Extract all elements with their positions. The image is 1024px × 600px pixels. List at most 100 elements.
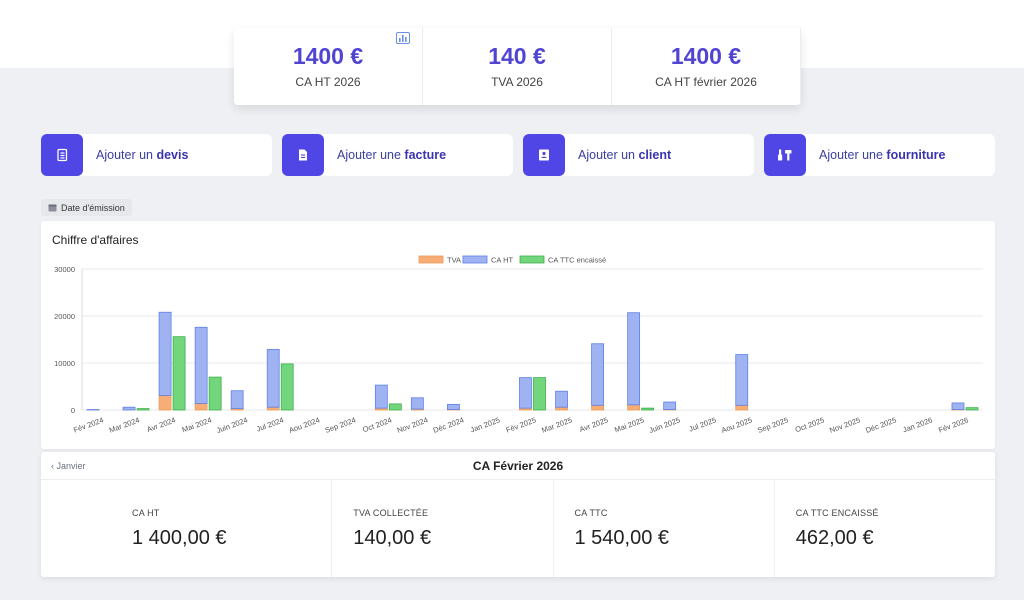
x-tick-label: Jan 2026 xyxy=(902,415,934,434)
kpi-tva-year: 140 € TVA 2026 xyxy=(423,28,612,105)
stat-value: 140,00 € xyxy=(353,527,432,549)
kpi-label: TVA 2026 xyxy=(491,75,543,90)
legend-label: CA HT xyxy=(491,256,514,265)
bar-ca-ttc-encaisse xyxy=(533,377,546,411)
month-summary-card: ‹ Janvier CA Février 2026 CA HT 1 400,00… xyxy=(41,452,995,577)
x-tick-label: Oct 2024 xyxy=(361,415,393,434)
add-quote-button[interactable]: Ajouter un devis xyxy=(41,134,272,176)
bar-tva xyxy=(158,395,172,411)
x-tick-label: Fév 2024 xyxy=(72,415,104,434)
bar-tva xyxy=(627,404,641,411)
stat-label: CA HT xyxy=(132,508,160,518)
x-tick-label: Mai 2025 xyxy=(613,415,645,434)
bar-ca-ht xyxy=(591,343,604,406)
stat-label: TVA COLLECTÉE xyxy=(353,508,429,518)
bar-ca-ttc-encaisse xyxy=(208,376,222,411)
bar-ca-ht xyxy=(410,397,424,410)
stat-ca-ttc-encaisse: CA TTC ENCAISSÉ 462,00 € xyxy=(775,480,995,577)
bar-ca-ttc-encaisse xyxy=(641,407,655,411)
bar-ca-ttc-encaisse xyxy=(280,363,294,411)
kpi-value: 140 € xyxy=(488,42,546,69)
contact-card-icon xyxy=(523,134,565,176)
add-supply-label: Ajouter une fourniture xyxy=(819,148,946,162)
bar-ca-ht xyxy=(158,311,172,396)
stat-ca-ht: CA HT 1 400,00 € xyxy=(41,480,333,577)
bar-ca-ht xyxy=(122,406,136,411)
bar-ca-ht xyxy=(447,403,460,410)
legend-label: TVA xyxy=(447,256,461,265)
previous-month-link[interactable]: ‹ Janvier xyxy=(51,461,86,471)
x-tick-label: Nov 2024 xyxy=(396,415,429,434)
x-tick-label: Déc 2024 xyxy=(432,415,465,434)
bar-ca-ht xyxy=(627,312,641,406)
x-tick-label: Avr 2024 xyxy=(146,415,177,434)
stat-ca-ttc: CA TTC 1 540,00 € xyxy=(554,480,775,577)
chart-title: Chiffre d'affaires xyxy=(52,233,139,247)
x-tick-label: Sep 2024 xyxy=(324,415,357,434)
kpi-summary: 1400 € CA HT 2026 140 € TVA 2026 1400 € … xyxy=(234,28,801,105)
kpi-value: 1400 € xyxy=(670,42,742,69)
bar-ca-ht xyxy=(230,390,244,409)
kpi-ca-ht-year: 1400 € CA HT 2026 xyxy=(234,28,423,105)
tools-icon xyxy=(764,134,806,176)
invoice-icon xyxy=(282,134,324,176)
bar-ca-ht xyxy=(663,401,677,410)
add-client-label: Ajouter un client xyxy=(578,148,672,162)
bar-ca-ht xyxy=(266,348,280,408)
revenue-chart: 0 10000 20000 30000 Fév 2024 Mar 2024 Avr 2024… xyxy=(54,255,983,435)
stat-tva-collectee: TVA COLLECTÉE 140,00 € xyxy=(332,480,554,577)
x-tick-label: Juin 2024 xyxy=(215,415,249,435)
add-invoice-button[interactable]: Ajouter une facture xyxy=(282,134,513,176)
bar-tva xyxy=(194,403,208,411)
kpi-label: CA HT 2026 xyxy=(295,75,361,90)
month-stats: CA HT 1 400,00 € TVA COLLECTÉE 140,00 € … xyxy=(41,480,995,577)
add-supply-button[interactable]: Ajouter une fourniture xyxy=(764,134,995,176)
bar-tva xyxy=(591,404,604,411)
bar-ca-ht xyxy=(374,384,388,409)
bar-tva xyxy=(735,404,749,411)
month-header: ‹ Janvier CA Février 2026 xyxy=(41,452,995,480)
x-tick-label: Mar 2024 xyxy=(108,415,141,434)
y-tick-label: 30000 xyxy=(54,265,75,274)
legend-label: CA TTC encaissé xyxy=(548,256,606,265)
x-tick-label: Jan 2025 xyxy=(469,415,501,434)
date-filter-label: Date d'émission xyxy=(61,202,125,213)
x-tick-label: Jul 2024 xyxy=(255,415,285,433)
legend-swatch xyxy=(519,255,545,264)
kpi-label: CA HT février 2026 xyxy=(655,75,757,90)
add-invoice-label: Ajouter une facture xyxy=(337,148,447,162)
bar-chart-icon[interactable] xyxy=(396,32,410,44)
bar-tva xyxy=(555,406,568,411)
y-tick-label: 20000 xyxy=(54,312,75,321)
y-tick-label: 0 xyxy=(71,406,75,415)
bar-ca-ttc-encaisse xyxy=(388,403,402,411)
quick-actions: Ajouter un devis Ajouter une facture Ajo… xyxy=(41,134,995,176)
bar-ca-ht xyxy=(951,402,965,410)
revenue-chart-card: Chiffre d'affaires 0 10000 20000 30000 Fév 2… xyxy=(41,221,995,449)
legend-swatch xyxy=(462,255,488,264)
x-tick-label: Mar 2025 xyxy=(540,415,573,434)
x-tick-label: Aou 2024 xyxy=(288,415,321,434)
kpi-ca-ht-month: 1400 € CA HT février 2026 xyxy=(612,28,801,105)
month-title: CA Février 2026 xyxy=(472,459,564,473)
x-tick-label: Déc 2025 xyxy=(864,415,897,434)
stat-label: CA TTC xyxy=(574,508,608,518)
stat-value: 1 400,00 € xyxy=(132,527,227,549)
x-tick-label: Fév 2026 xyxy=(937,415,969,434)
chevron-left-icon: ‹ xyxy=(51,461,54,471)
bar-ca-ht xyxy=(194,326,208,404)
stat-value: 1 540,00 € xyxy=(574,527,670,549)
x-tick-label: Oct 2025 xyxy=(794,415,826,434)
x-tick-label: Juin 2025 xyxy=(648,415,682,435)
date-filter-button[interactable]: Date d'émission xyxy=(41,199,132,216)
x-tick-label: Sep 2025 xyxy=(756,415,789,434)
x-tick-label: Nov 2025 xyxy=(828,415,861,434)
legend-swatch xyxy=(418,255,444,264)
bar-ca-ttc-encaisse xyxy=(136,408,150,411)
add-client-button[interactable]: Ajouter un client xyxy=(523,134,754,176)
x-tick-label: Aou 2025 xyxy=(720,415,753,434)
bar-ca-ht xyxy=(519,377,532,409)
bar-ca-ht xyxy=(555,390,568,408)
x-tick-label: Avr 2025 xyxy=(578,415,609,434)
calendar-icon xyxy=(48,204,57,212)
